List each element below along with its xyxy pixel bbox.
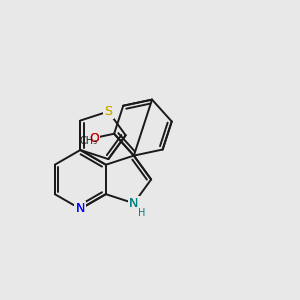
Text: S: S [104, 105, 112, 118]
Text: O: O [89, 131, 99, 145]
Text: H: H [138, 208, 146, 218]
Text: S: S [104, 105, 112, 118]
Text: N: N [129, 197, 139, 210]
Text: N: N [129, 197, 139, 210]
Text: N: N [76, 202, 85, 215]
Text: O: O [89, 131, 99, 145]
Text: CH₃: CH₃ [80, 136, 98, 146]
Text: N: N [76, 202, 85, 215]
